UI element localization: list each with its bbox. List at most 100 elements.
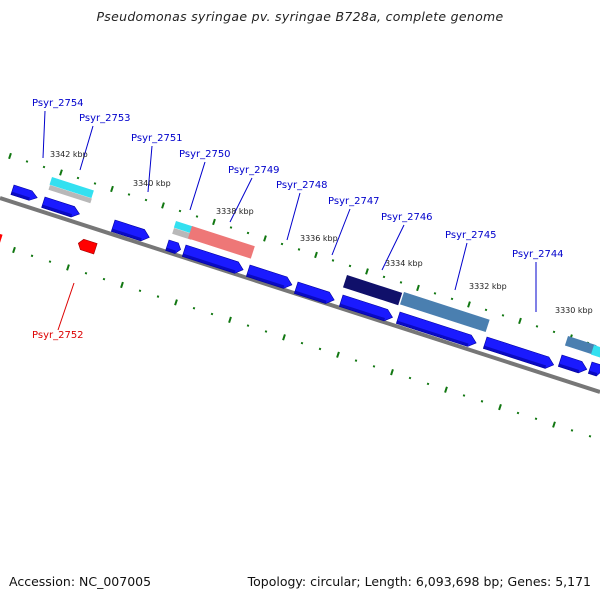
gene-arrow <box>245 264 293 289</box>
genome-summary-text: Topology: circular; Length: 6,093,698 bp… <box>247 574 591 589</box>
inner-tick-minor <box>300 341 304 345</box>
gene-label[interactable]: Psyr_2748 <box>276 180 328 191</box>
gene-arrow <box>587 361 600 377</box>
outer-tick-minor <box>144 198 148 202</box>
leader-line <box>286 192 301 241</box>
outer-tick-minor <box>331 259 335 262</box>
gene-label[interactable]: Psyr_2752 <box>32 330 84 341</box>
kbp-label: 3340 kbp <box>133 179 171 188</box>
inner-tick-minor <box>246 324 250 327</box>
outer-tick-minor <box>25 160 29 163</box>
outer-tick-major <box>467 301 471 308</box>
inner-tick-major <box>12 246 16 254</box>
kbp-scale-labels: 3342 kbp 3340 kbp 3338 kbp 3336 kbp 3334 kbp… <box>50 150 593 315</box>
gene-label[interactable]: Psyr_2749 <box>228 165 280 176</box>
inner-tick-major <box>498 403 502 411</box>
gene-arrow <box>165 239 181 254</box>
highlight-bar <box>343 275 403 306</box>
inner-tick-minor <box>588 434 592 438</box>
kbp-label: 3338 kbp <box>216 207 254 216</box>
leader-line <box>79 125 94 171</box>
gene-arrow-reverse-edge <box>0 232 3 245</box>
outer-tick-minor <box>552 330 556 334</box>
outer-tick-minor <box>348 264 352 268</box>
inner-tick-minor <box>318 347 322 351</box>
inner-tick-minor <box>462 394 466 397</box>
gene-label[interactable]: Psyr_2753 <box>79 113 131 124</box>
outer-tick-minor <box>484 308 488 312</box>
highlight-bar <box>48 185 92 204</box>
outer-tick-major <box>212 218 216 226</box>
gene-arrow <box>293 281 335 304</box>
inner-tick-minor <box>354 359 358 362</box>
inner-tick-minor <box>210 312 214 316</box>
inner-tick-major <box>228 316 232 324</box>
outer-tick-minor <box>195 215 199 218</box>
highlight-bar <box>590 345 600 358</box>
leader-line <box>229 177 253 223</box>
outer-tick-minor <box>42 165 46 169</box>
inner-tick-major <box>174 299 178 306</box>
inner-tick-major <box>282 334 286 341</box>
gene-arrow <box>41 196 80 218</box>
gene-label[interactable]: Psyr_2754 <box>32 98 84 109</box>
kbp-label: 3334 kbp <box>385 259 423 268</box>
outer-tick-minor <box>178 209 182 213</box>
map-title: Pseudomonas syringae pv. syringae B728a,… <box>96 9 504 24</box>
gene-arrow-reverse <box>77 238 98 255</box>
inner-tick-minor <box>372 365 376 368</box>
inner-tick-minor <box>84 272 88 275</box>
gene-label[interactable]: Psyr_2744 <box>512 249 564 260</box>
leader-line <box>189 161 206 211</box>
inner-tick-minor <box>138 289 142 292</box>
outer-tick-minor <box>433 292 437 295</box>
inner-tick-minor <box>534 417 538 421</box>
kbp-label: 3332 kbp <box>469 282 507 291</box>
highlight-bar <box>564 336 597 355</box>
highlight-bar <box>400 292 490 333</box>
outer-tick-major <box>263 235 267 242</box>
gene-label[interactable]: Psyr_2751 <box>131 133 183 144</box>
inner-tick-major <box>390 369 394 376</box>
outer-tick-major <box>416 284 420 292</box>
inner-tick-ring <box>12 246 592 438</box>
highlight-bar <box>49 177 94 199</box>
leader-line <box>381 224 405 271</box>
kbp-label: 3342 kbp <box>50 150 88 159</box>
inner-tick-major <box>336 351 340 358</box>
gene-label[interactable]: Psyr_2750 <box>179 149 231 160</box>
inner-tick-minor <box>102 277 106 281</box>
inner-tick-minor <box>408 376 412 380</box>
inner-tick-major <box>552 421 556 428</box>
highlight-bar <box>172 228 194 240</box>
inner-tick-minor <box>30 254 34 258</box>
outer-tick-major <box>8 152 12 160</box>
gene-label[interactable]: Psyr_2745 <box>445 230 497 241</box>
gene-label[interactable]: Psyr_2747 <box>328 196 380 207</box>
outer-tick-minor <box>450 297 454 301</box>
gene-label[interactable]: Psyr_2746 <box>381 212 433 223</box>
inner-tick-minor <box>516 411 520 415</box>
accession-text: Accession: NC_007005 <box>9 574 152 589</box>
outer-tick-minor <box>535 325 539 328</box>
label-leader-lines <box>42 110 537 331</box>
inner-tick-minor <box>264 330 268 333</box>
gene-arrow <box>557 354 588 374</box>
outer-tick-minor <box>399 281 403 284</box>
leader-line <box>331 208 351 256</box>
leader-line <box>454 242 468 291</box>
outer-tick-minor <box>76 176 80 180</box>
outer-tick-major <box>314 251 318 259</box>
leader-line <box>57 282 75 331</box>
outer-tick-minor <box>501 314 505 317</box>
leader-line <box>42 110 46 159</box>
leader-line <box>147 145 153 193</box>
gene-features <box>0 184 600 377</box>
inner-tick-major <box>120 281 124 289</box>
highlight-bar <box>173 221 194 234</box>
kbp-label: 3330 kbp <box>555 306 593 315</box>
inner-tick-major <box>444 386 448 393</box>
outer-tick-minor <box>246 231 250 235</box>
inner-tick-minor <box>156 295 160 298</box>
